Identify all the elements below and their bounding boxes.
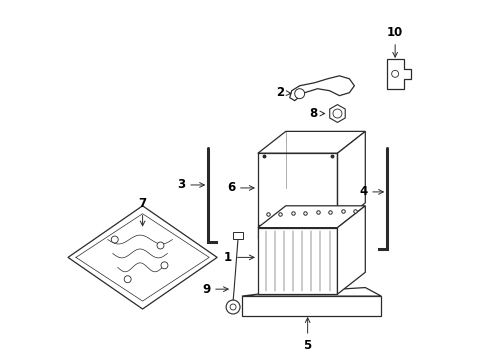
Polygon shape (329, 105, 345, 122)
Polygon shape (257, 206, 365, 228)
Circle shape (225, 300, 240, 314)
Text: 9: 9 (202, 283, 228, 296)
Polygon shape (242, 288, 381, 296)
Text: 4: 4 (358, 185, 383, 198)
Text: 5: 5 (303, 318, 311, 352)
Polygon shape (68, 206, 217, 309)
Bar (257, 228, 337, 294)
Polygon shape (289, 76, 354, 100)
Circle shape (332, 109, 341, 118)
Text: 6: 6 (226, 181, 254, 194)
Text: 1: 1 (224, 251, 254, 264)
Bar (233, 231, 243, 239)
Text: 2: 2 (275, 86, 290, 99)
Polygon shape (337, 206, 365, 294)
Circle shape (230, 304, 236, 310)
Bar (242, 296, 381, 316)
Circle shape (294, 89, 304, 99)
Text: 7: 7 (138, 197, 146, 226)
Circle shape (111, 236, 118, 243)
Circle shape (391, 70, 398, 77)
Circle shape (161, 262, 167, 269)
Polygon shape (337, 131, 365, 225)
Polygon shape (386, 59, 410, 89)
Text: 8: 8 (309, 107, 324, 120)
Circle shape (124, 276, 131, 283)
Circle shape (157, 242, 163, 249)
Text: 10: 10 (386, 26, 403, 57)
Polygon shape (257, 131, 365, 153)
Text: 3: 3 (177, 179, 204, 192)
